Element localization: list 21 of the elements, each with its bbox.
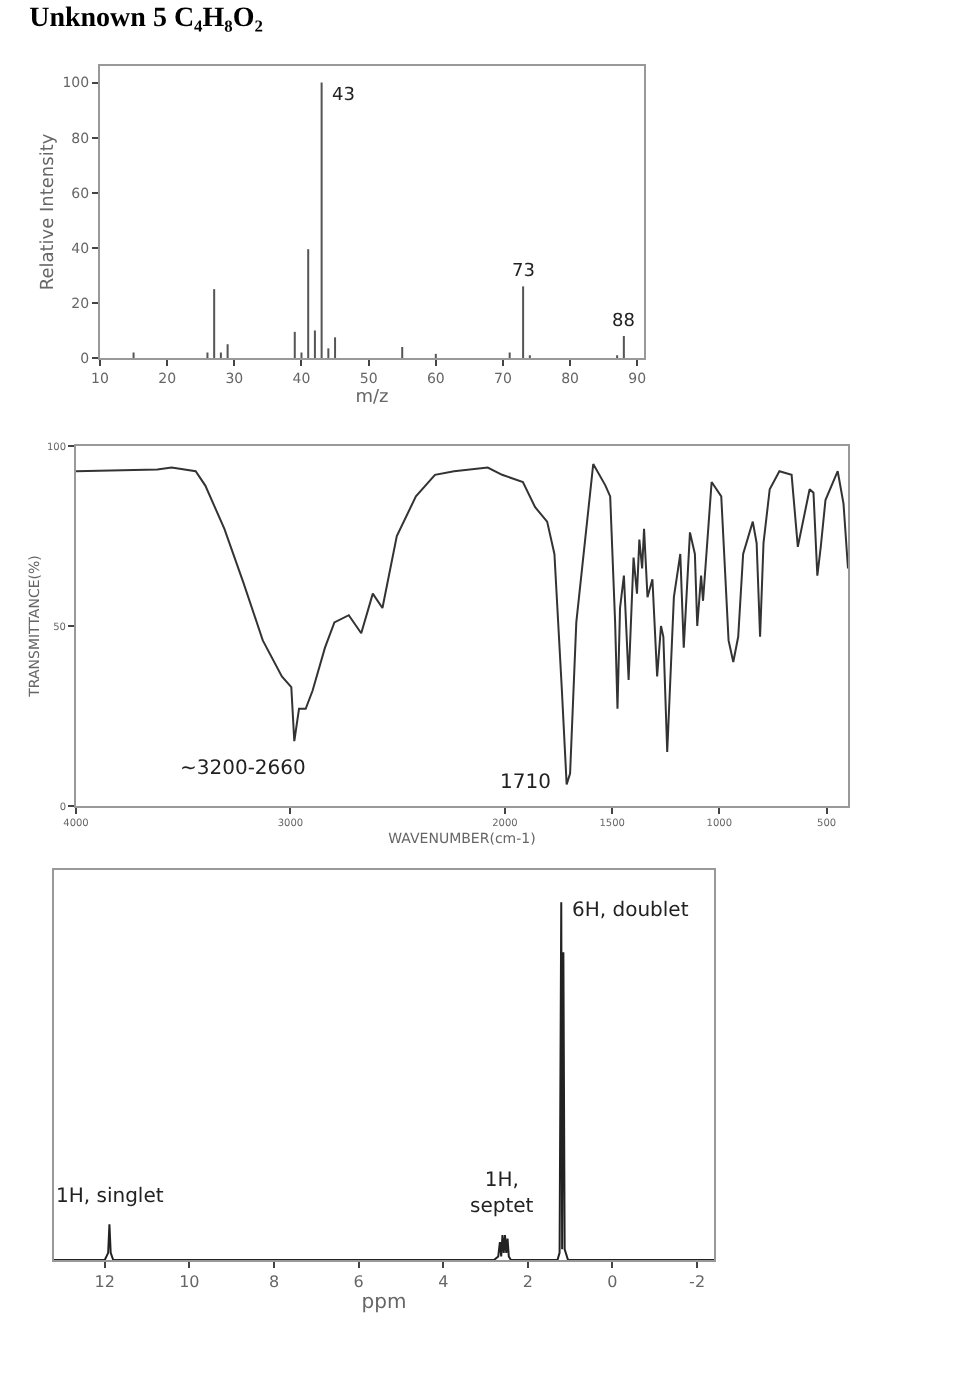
x-tick-label: 10 bbox=[179, 1273, 200, 1292]
x-tick-label: 2 bbox=[522, 1273, 533, 1292]
x-axis-title: ppm bbox=[361, 1292, 407, 1315]
x-tick-label: 4 bbox=[438, 1273, 449, 1292]
y-axis-title: Relative Intensity bbox=[39, 132, 60, 291]
x-tick-label: 0 bbox=[607, 1273, 618, 1292]
x-axis-title: m/z bbox=[355, 388, 390, 409]
annotation: 1H, septet bbox=[470, 1170, 534, 1218]
annotation: 1H, singlet bbox=[56, 1186, 164, 1208]
annotation: 43 bbox=[332, 86, 355, 106]
chart-title: Unknown 5 C₄H₈O₂ bbox=[29, 4, 263, 35]
x-tick-label: 12 bbox=[94, 1273, 115, 1292]
x-tick-label: 8 bbox=[268, 1273, 280, 1292]
x-tick-label: 6 bbox=[353, 1273, 364, 1292]
annotation: ~3200-2660 bbox=[180, 758, 306, 780]
annotation: 6H, doublet bbox=[572, 900, 689, 922]
annotation: 1710 bbox=[500, 772, 551, 794]
annotation: 88 bbox=[612, 312, 636, 332]
x-tick-label: -2 bbox=[689, 1273, 706, 1292]
annotation: 73 bbox=[512, 262, 535, 282]
line-series bbox=[76, 463, 848, 786]
